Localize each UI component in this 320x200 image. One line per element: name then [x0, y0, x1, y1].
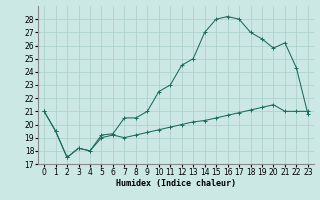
X-axis label: Humidex (Indice chaleur): Humidex (Indice chaleur): [116, 179, 236, 188]
